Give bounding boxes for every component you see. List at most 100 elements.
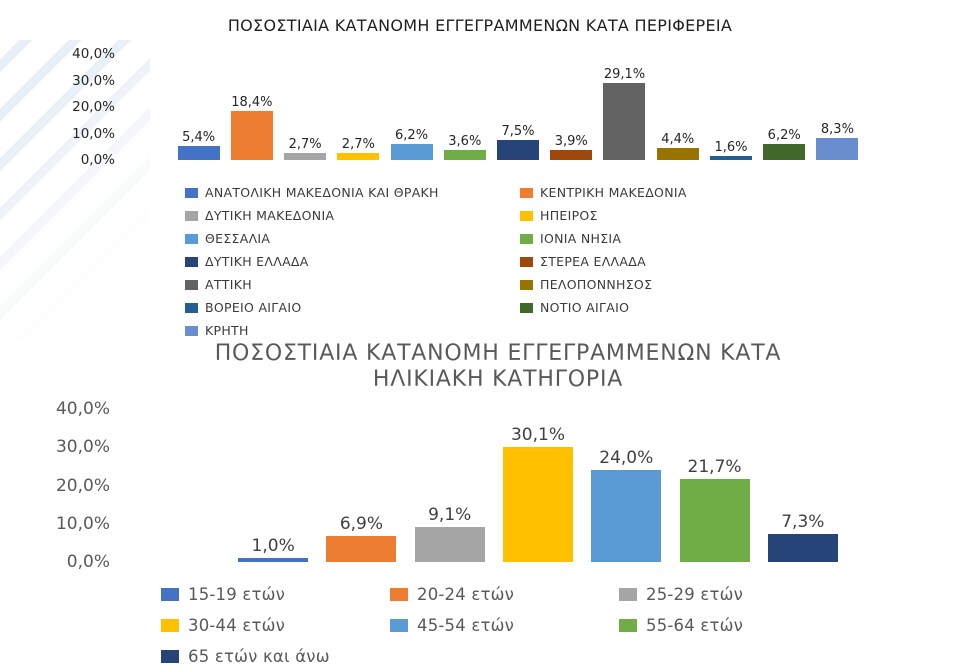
bar [337, 152, 380, 160]
legend-item: ΠΕΛΟΠΟΝΝΗΣΟΣ [520, 273, 855, 296]
legend-item: ΗΠΕΙΡΟΣ [520, 204, 855, 227]
legend-item: 15-19 ετών [161, 579, 390, 610]
bar [177, 145, 220, 160]
legend-item: 30-44 ετών [161, 610, 390, 641]
legend-item: 20-24 ετών [390, 579, 619, 610]
bar-slot: 8,3% [811, 122, 864, 160]
legend-item: 55-64 ετών [619, 610, 848, 641]
legend-label: 30-44 ετών [188, 616, 286, 635]
legend-label: 55-64 ετών [646, 616, 744, 635]
legend-swatch [520, 302, 533, 313]
bar-slot: 9,1% [406, 505, 494, 562]
bar-value-label: 1,0% [251, 536, 295, 557]
decorative-stripes [0, 40, 150, 340]
legend-label: ΚΡΗΤΗ [205, 323, 249, 338]
bar-value-label: 29,1% [603, 66, 646, 82]
bar [763, 143, 806, 160]
legend-label: ΙΟΝΙΑ ΝΗΣΙΑ [540, 231, 622, 246]
y-tick-label: 0,0% [66, 552, 110, 572]
legend-label: ΗΠΕΙΡΟΣ [540, 208, 598, 223]
bar-slot: 21,7% [670, 457, 758, 562]
legend-item: ΚΡΗΤΗ [185, 319, 520, 342]
legend-item: ΣΤΕΡΕΑ ΕΛΛΑΔΑ [520, 250, 855, 273]
chart-title: ΠΟΣΟΣΤΙΑΙΑ ΚΑΤΑΝΟΜΗ ΕΓΓΕΓΡΑΜΜΕΝΩΝ ΚΑΤΑ Π… [227, 16, 733, 35]
bar-value-label: 7,5% [501, 124, 535, 140]
legend-label: ΔΥΤΙΚΗ ΕΛΛΑΔΑ [205, 254, 309, 269]
bar [284, 152, 327, 160]
bar-slot: 3,9% [545, 134, 598, 160]
legend-swatch [520, 256, 533, 267]
bar-value-label: 2,7% [341, 136, 375, 152]
y-tick-label: 0,0% [80, 152, 115, 168]
bar [816, 138, 859, 160]
legend-swatch [185, 233, 198, 244]
bar-slot: 3,6% [438, 134, 491, 160]
legend-swatch [161, 619, 179, 632]
bar-slot: 7,3% [759, 512, 847, 562]
bar-slot: 1,0% [229, 536, 317, 562]
legend-swatch [619, 619, 637, 632]
legend-item: ΑΤΤΙΚΗ [185, 273, 520, 296]
legend-label: ΒΟΡΕΙΟ ΑΙΓΑΙΟ [205, 300, 302, 315]
bar-value-label: 2,7% [288, 136, 322, 152]
bar-slot: 2,7% [332, 137, 385, 160]
legend-item: 65 ετών και άνω [161, 641, 390, 669]
y-tick-label: 20,0% [72, 99, 115, 115]
bar [390, 143, 433, 160]
bar [414, 527, 485, 562]
bar-value-label: 6,2% [767, 127, 801, 143]
y-tick-label: 30,0% [72, 72, 115, 89]
bar-slot: 6,2% [385, 128, 438, 160]
bar-value-label: 24,0% [599, 448, 654, 469]
legend-label: 20-24 ετών [417, 585, 515, 604]
legend-item: ΒΟΡΕΙΟ ΑΙΓΑΙΟ [185, 296, 520, 319]
bar-slot: 7,5% [491, 124, 544, 160]
legend: 15-19 ετών 20-24 ετών 25-29 ετών 30-44 ετών… [161, 579, 848, 669]
legend-item: ΔΥΤΙΚΗ ΜΑΚΕΔΟΝΙΑ [185, 204, 520, 227]
bar [497, 140, 540, 160]
legend: ΑΝΑΤΟΛΙΚΗ ΜΑΚΕΔΟΝΙΑ ΚΑΙ ΘΡΑΚΗ ΚΕΝΤΡΙΚΗ ΜΑ… [185, 181, 855, 342]
legend-item: ΙΟΝΙΑ ΝΗΣΙΑ [520, 227, 855, 250]
bar-value-label: 6,2% [395, 127, 429, 143]
bar-value-label: 21,7% [687, 457, 742, 477]
bar-value-label: 8,3% [820, 122, 854, 138]
bar-value-label: 18,4% [231, 95, 273, 111]
legend-label: 45-54 ετών [417, 616, 515, 635]
y-tick-label: 10,0% [72, 125, 115, 142]
legend-item: ΝΟΤΙΟ ΑΙΓΑΙΟ [520, 296, 855, 319]
bar-slot: 24,0% [582, 448, 670, 562]
bar-value-label: 3,9% [554, 133, 588, 149]
legend-label: ΚΕΝΤΡΙΚΗ ΜΑΚΕΔΟΝΙΑ [540, 185, 687, 200]
bar [502, 446, 573, 562]
plot-area: 1,0% 6,9% 9,1% 30,1% 24,0% 21,7% 7,3% [229, 409, 847, 562]
y-axis: 40,0% 30,0% 20,0% 10,0% 0,0% [30, 46, 115, 168]
bar [326, 535, 397, 562]
bar [230, 111, 273, 160]
legend-label: ΘΕΣΣΑΛΙΑ [205, 231, 271, 246]
bar-slot: 1,6% [704, 140, 757, 160]
bar [443, 150, 486, 160]
legend-item: 45-54 ετών [390, 610, 619, 641]
bar-value-label: 5,4% [182, 129, 216, 145]
legend-swatch [520, 233, 533, 244]
y-axis: 40,0% 30,0% 20,0% 10,0% 0,0% [28, 399, 110, 572]
bar-slot: 6,2% [758, 128, 811, 160]
legend-label: 15-19 ετών [188, 585, 286, 604]
legend-swatch [185, 210, 198, 221]
bar [656, 148, 699, 160]
bar-value-label: 1,6% [714, 139, 748, 155]
bar-value-label: 30,1% [510, 424, 565, 445]
bar-slot: 4,4% [651, 132, 704, 160]
bar-value-label: 3,6% [448, 134, 482, 150]
legend-swatch [185, 279, 198, 290]
legend-item: ΔΥΤΙΚΗ ΕΛΛΑΔΑ [185, 250, 520, 273]
legend-label: 25-29 ετών [646, 585, 744, 604]
legend-swatch [161, 650, 179, 663]
bar-value-label: 9,1% [428, 505, 472, 526]
legend-label: ΣΤΕΡΕΑ ΕΛΛΑΔΑ [540, 254, 646, 269]
legend-swatch [161, 588, 179, 601]
legend-swatch [185, 256, 198, 267]
bar [591, 470, 662, 562]
legend-label: ΑΤΤΙΚΗ [205, 277, 252, 292]
